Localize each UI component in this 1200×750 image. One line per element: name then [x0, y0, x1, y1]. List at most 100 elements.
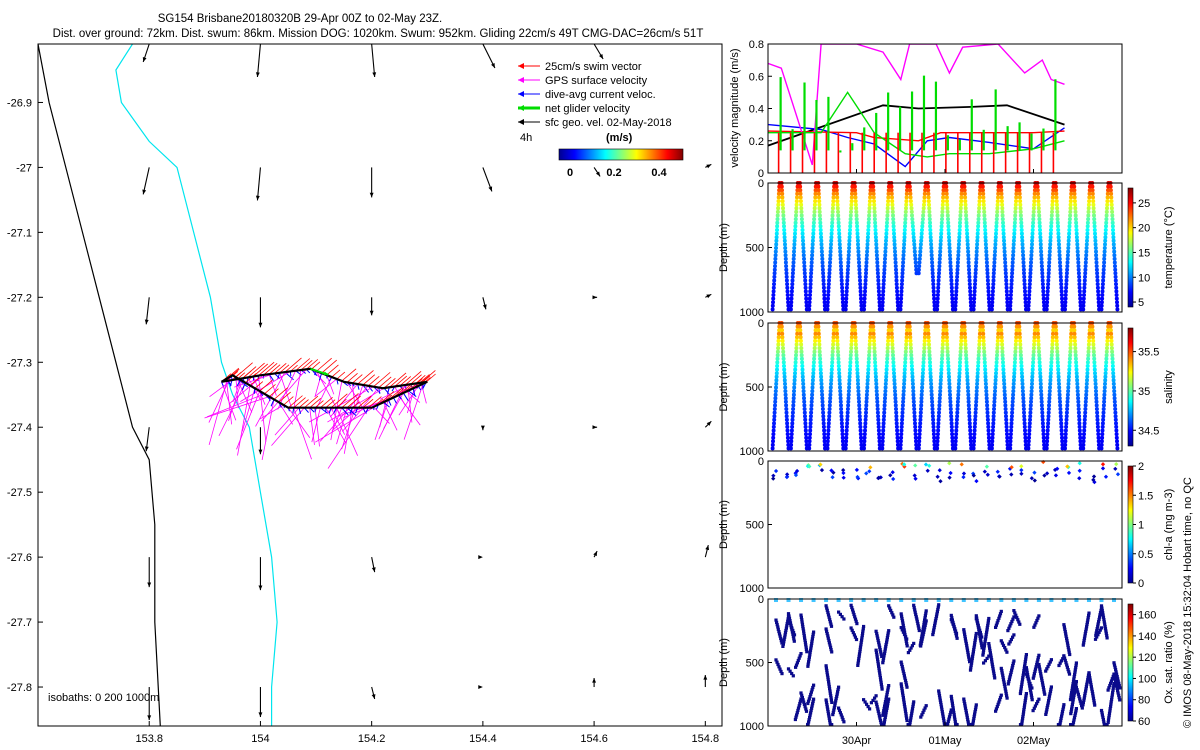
profile-point	[1105, 206, 1109, 211]
profile-point	[849, 209, 853, 214]
oxygen-point	[879, 682, 883, 687]
profile-point	[1039, 396, 1044, 401]
oxygen-point	[1060, 709, 1065, 714]
profile-point	[932, 303, 937, 308]
profile-point	[798, 331, 803, 336]
oxygen-point	[966, 720, 970, 724]
profile-point	[877, 303, 882, 308]
profile-point	[781, 213, 786, 218]
oxygen-point	[1037, 697, 1041, 701]
profile-point	[801, 253, 806, 258]
profile-point	[1010, 264, 1015, 269]
profile-point	[798, 324, 803, 329]
oxygen-point	[776, 625, 780, 629]
oxygen-point	[979, 639, 983, 643]
profile-point	[867, 206, 872, 211]
oxygen-point	[824, 698, 828, 702]
profile-point	[1028, 278, 1032, 283]
swim-vector	[368, 396, 382, 409]
oxygen-point	[1035, 662, 1039, 667]
oxygen-point	[920, 713, 924, 717]
profile-point	[840, 285, 845, 290]
oxygen-point	[976, 624, 980, 628]
profile-point	[1053, 184, 1058, 189]
chl-point	[997, 474, 1002, 479]
profile-point	[862, 296, 867, 301]
profile-point	[864, 403, 869, 408]
profile-point	[912, 407, 917, 411]
profile-point	[876, 417, 881, 422]
oxygen-point	[877, 714, 881, 718]
profile-point	[813, 188, 818, 193]
profile-ytick-label: 500	[746, 520, 764, 532]
profile-point	[937, 407, 942, 411]
profile-point	[794, 199, 799, 204]
profile-point	[908, 338, 913, 343]
oxygen-point	[1068, 698, 1073, 702]
profile-point	[1074, 360, 1079, 365]
oxygen-point	[1022, 669, 1026, 673]
oxygen-point	[1111, 688, 1115, 692]
swim-vector	[352, 374, 363, 384]
profile-point	[1110, 209, 1115, 214]
oxygen-point	[971, 654, 975, 658]
profile-point	[853, 328, 858, 333]
oxygen-point	[935, 612, 939, 616]
oxygen-point	[1029, 691, 1033, 695]
profile-point	[809, 399, 814, 404]
gps-velocity-vector	[229, 374, 265, 405]
profile-point	[962, 184, 967, 189]
profile-point	[1066, 389, 1071, 394]
profile-point	[812, 353, 817, 358]
oxygen-point	[837, 685, 841, 689]
chl-point	[794, 468, 800, 474]
profile-point	[1029, 399, 1033, 404]
oxygen-point	[886, 633, 890, 637]
profile-frame	[767, 598, 1123, 727]
gps-velocity-vector	[293, 369, 302, 410]
profile-point	[791, 399, 796, 404]
profile-point	[905, 188, 909, 193]
profile-point	[894, 417, 899, 422]
profile-point	[1038, 374, 1043, 379]
oxygen-point	[1096, 624, 1100, 628]
profile-point	[1087, 199, 1092, 204]
oxygen-point	[786, 615, 791, 619]
profile-point	[1037, 220, 1042, 225]
oxygen-point	[1117, 681, 1121, 685]
profile-point	[917, 428, 922, 433]
profile-point	[848, 353, 853, 358]
profile-point	[938, 389, 943, 394]
profile-point	[793, 231, 797, 236]
colorbar-tick-label: 1	[1138, 520, 1144, 532]
profile-point	[1074, 231, 1079, 236]
profile-point	[772, 267, 777, 272]
oxygen-point	[1071, 698, 1075, 702]
profile-point	[880, 439, 885, 444]
oxygen-point	[874, 694, 878, 698]
profile-point	[781, 346, 785, 351]
profile-point	[1091, 209, 1096, 214]
profile-point	[1101, 264, 1106, 269]
profile-point	[770, 446, 775, 451]
profile-point	[871, 335, 876, 340]
oxygen-point	[1072, 677, 1076, 681]
profile-point	[1001, 220, 1005, 225]
profile-point	[957, 238, 962, 243]
profile-point	[880, 446, 885, 451]
profile-point	[874, 246, 879, 250]
profile-point	[932, 439, 937, 444]
profile-point	[947, 389, 952, 394]
oxygen-point	[1049, 658, 1053, 662]
profile-point	[782, 235, 787, 240]
oxygen-point	[1065, 663, 1069, 667]
profile-point	[944, 184, 949, 189]
profile-point	[993, 381, 998, 386]
oxygen-point	[1101, 715, 1105, 719]
profile-point	[844, 432, 849, 437]
oxygen-point	[1001, 675, 1005, 680]
oxygen-point	[1038, 667, 1042, 671]
profile-point	[1032, 202, 1037, 207]
oxygen-point	[1069, 695, 1073, 699]
chl-point	[1103, 474, 1109, 479]
